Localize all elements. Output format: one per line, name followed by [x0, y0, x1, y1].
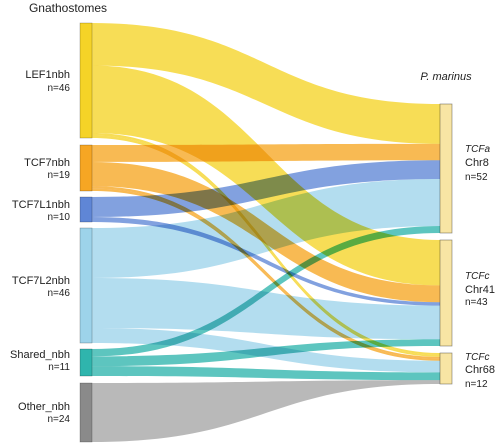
left-node-label-tcf7l2nbh: TCF7L2nbh	[12, 275, 70, 287]
right-column-title: P. marinus	[420, 71, 472, 83]
flow-tcf7l2nbh-to-tcfa-chr8	[92, 179, 440, 278]
flow-shared-nbh-to-tcfc-chr41	[92, 339, 440, 367]
right-node-chr-chr41: Chr41	[465, 284, 495, 296]
right-node-gene-chr8: TCFa	[465, 144, 490, 155]
left-node-count-tcf7nbh: n=19	[47, 170, 70, 181]
left-node-tcf7l1nbh	[79, 196, 93, 223]
left-node-count-tcf7l1nbh: n=10	[47, 212, 70, 223]
left-node-count-lef1nbh: n=46	[47, 83, 70, 94]
right-node-gene-chr41: TCFc	[465, 271, 489, 282]
right-node-count-chr41: n=43	[465, 297, 488, 308]
left-node-label-lef1nbh: LEF1nbh	[25, 69, 70, 81]
left-node-shared-nbh	[79, 348, 93, 377]
left-node-label-shared-nbh: Shared_nbh	[10, 349, 70, 361]
right-node-count-chr8: n=52	[465, 172, 488, 183]
flow-tcf7nbh-to-tcfc-chr68	[92, 188, 440, 361]
left-node-tcf7nbh	[79, 144, 93, 192]
right-node-chr-chr68: Chr68	[465, 364, 495, 376]
left-node-label-tcf7nbh: TCF7nbh	[24, 157, 70, 169]
flow-tcf7nbh-to-tcfc-chr68	[92, 186, 440, 359]
right-node-count-chr68: n=12	[465, 379, 488, 390]
left-node-lef1nbh	[79, 22, 93, 139]
flow-tcf7l1nbh-to-tcfc-chr41	[92, 217, 440, 306]
flow-shared-nbh-to-tcfc-chr68	[92, 366, 440, 381]
left-node-label-tcf7l1nbh: TCF7L1nbh	[12, 199, 70, 211]
left-node-count-tcf7l2nbh: n=46	[47, 288, 70, 299]
right-node-chr41	[439, 239, 453, 347]
flow-shared-nbh-to-tcfa-chr8	[92, 225, 440, 357]
left-node-label-other-nbh: Other_nbh	[18, 401, 70, 413]
right-node-gene-chr68: TCFc	[465, 352, 489, 363]
left-node-tcf7l2nbh	[79, 227, 93, 344]
left-node-other-nbh	[79, 382, 93, 443]
right-node-chr8	[439, 103, 453, 234]
flow-lef1nbh-to-tcfa-chr8	[92, 23, 440, 144]
flow-tcf7l2nbh-to-tcfc-chr41	[92, 278, 440, 340]
nodes-layer	[79, 22, 453, 443]
flow-tcf7l1nbh-to-tcfa-chr8	[92, 160, 440, 217]
right-node-chr-chr8: Chr8	[465, 157, 489, 169]
flow-tcf7nbh-to-tcfa-chr8	[92, 143, 440, 162]
flow-other-nbh-to-tcfc-chr68	[92, 380, 440, 442]
diagram-title: Gnathostomes	[29, 1, 107, 15]
right-node-chr68	[439, 352, 453, 385]
left-node-count-shared-nbh: n=11	[48, 362, 70, 373]
flows-layer	[92, 23, 440, 442]
left-node-count-other-nbh: n=24	[47, 414, 70, 425]
